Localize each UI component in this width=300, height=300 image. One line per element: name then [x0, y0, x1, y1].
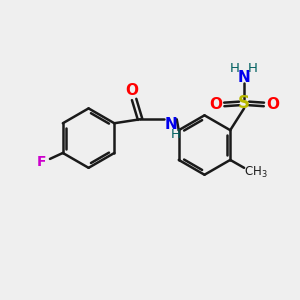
Text: N: N	[238, 70, 250, 85]
Text: CH$_3$: CH$_3$	[244, 165, 268, 180]
Text: H: H	[230, 62, 240, 75]
Text: O: O	[266, 97, 279, 112]
Text: N: N	[164, 117, 177, 132]
Text: O: O	[209, 97, 222, 112]
Text: H: H	[171, 128, 181, 141]
Text: F: F	[36, 155, 46, 169]
Text: H: H	[248, 62, 258, 75]
Text: S: S	[238, 94, 250, 112]
Text: O: O	[126, 83, 139, 98]
